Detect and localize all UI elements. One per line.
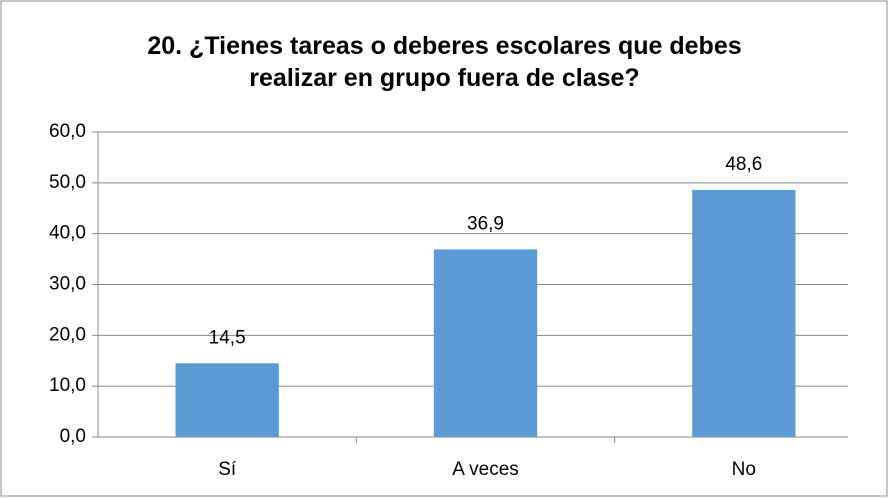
y-tick-label: 40,0	[49, 223, 86, 244]
y-tick-label: 30,0	[49, 274, 86, 295]
y-tick-label: 50,0	[49, 172, 86, 193]
value-label: 36,9	[467, 213, 504, 234]
x-tick-label: A veces	[452, 459, 519, 480]
y-tick-label: 60,0	[49, 121, 86, 142]
bar	[175, 363, 279, 437]
x-tick-label: No	[732, 459, 756, 480]
bar	[692, 189, 796, 437]
y-tick-label: 0,0	[60, 426, 86, 447]
y-tick-label: 20,0	[49, 324, 86, 345]
chart-title: 20. ¿Tienes tareas o deberes escolares q…	[147, 32, 742, 92]
value-label: 14,5	[209, 327, 246, 348]
y-tick-label: 10,0	[49, 375, 86, 396]
x-tick-label: Sí	[218, 459, 237, 480]
value-label: 48,6	[725, 154, 762, 175]
chart-title-box: 20. ¿Tienes tareas o deberes escolares q…	[0, 30, 889, 94]
bar	[433, 249, 538, 437]
